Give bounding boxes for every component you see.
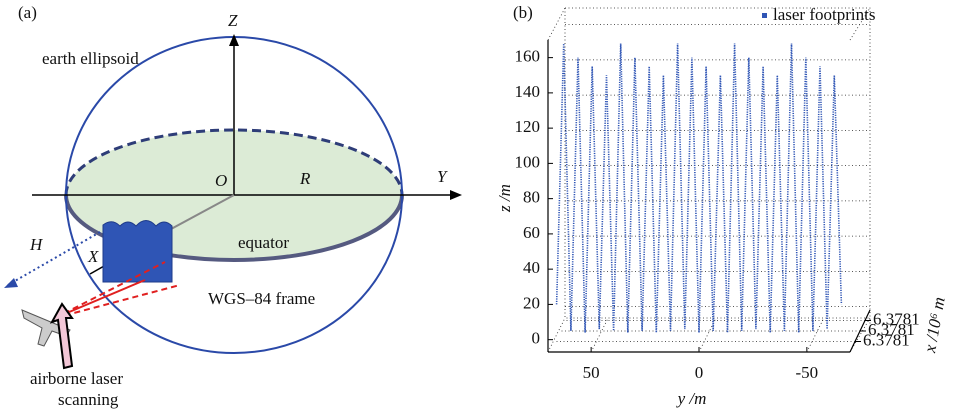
- arrowhead: [450, 190, 462, 200]
- z-tick-label: 6.3781: [863, 330, 910, 349]
- y-tick-label: 40: [523, 258, 540, 277]
- x-axis-label: y /m: [676, 389, 707, 408]
- label: airborne laser: [30, 369, 123, 388]
- grid-line: [806, 317, 825, 353]
- laser-beam: [54, 261, 166, 319]
- y-tick-label: 80: [523, 188, 540, 207]
- height-line: [7, 231, 101, 286]
- footprint-trace: [555, 43, 843, 333]
- grid-line: [590, 317, 609, 353]
- y-tick-label: 60: [523, 223, 540, 242]
- equator-back: [64, 128, 404, 196]
- pointer-arrow: [49, 302, 74, 370]
- label: R: [299, 169, 311, 188]
- y-tick-label: 100: [515, 152, 541, 171]
- z-tick-label: 6.3781: [873, 309, 920, 328]
- legend-swatch: [762, 13, 767, 18]
- legend-label: laser footprints: [773, 5, 875, 24]
- panel-label: (a): [18, 3, 37, 22]
- diagram: (a) Z Y X O R H earth ellipsoid equator …: [4, 3, 462, 409]
- y-tick-label: 20: [523, 293, 540, 312]
- laser-beam: [54, 279, 146, 319]
- label: equator: [238, 233, 289, 252]
- arrowhead: [229, 34, 239, 46]
- label: H: [29, 235, 44, 254]
- x-tick-label: 0: [695, 363, 704, 382]
- label: Y: [437, 167, 448, 186]
- x-tick-label: 50: [583, 363, 600, 382]
- label: X: [87, 247, 99, 266]
- label: earth ellipsoid: [42, 49, 139, 68]
- arrowhead: [4, 278, 18, 288]
- y-tick-label: 140: [515, 82, 541, 101]
- y-tick-label: 120: [515, 117, 541, 136]
- panel-label: (b): [513, 3, 533, 22]
- y-axis-label: z /m: [495, 184, 514, 213]
- scan-patch: [102, 220, 173, 283]
- label: Z: [228, 11, 238, 30]
- label: scanning: [58, 390, 119, 409]
- z-tick-label: 6.3781: [868, 320, 915, 339]
- y-tick-label: 0: [532, 329, 541, 348]
- x-tick-label: -50: [796, 363, 819, 382]
- laser-beam: [54, 284, 181, 319]
- label: WGS–84 frame: [208, 289, 315, 308]
- y-tick-label: 160: [515, 47, 541, 66]
- equator-front: [64, 194, 404, 262]
- label: O: [215, 171, 227, 190]
- z-axis-label: x /10⁶ m: [920, 296, 949, 355]
